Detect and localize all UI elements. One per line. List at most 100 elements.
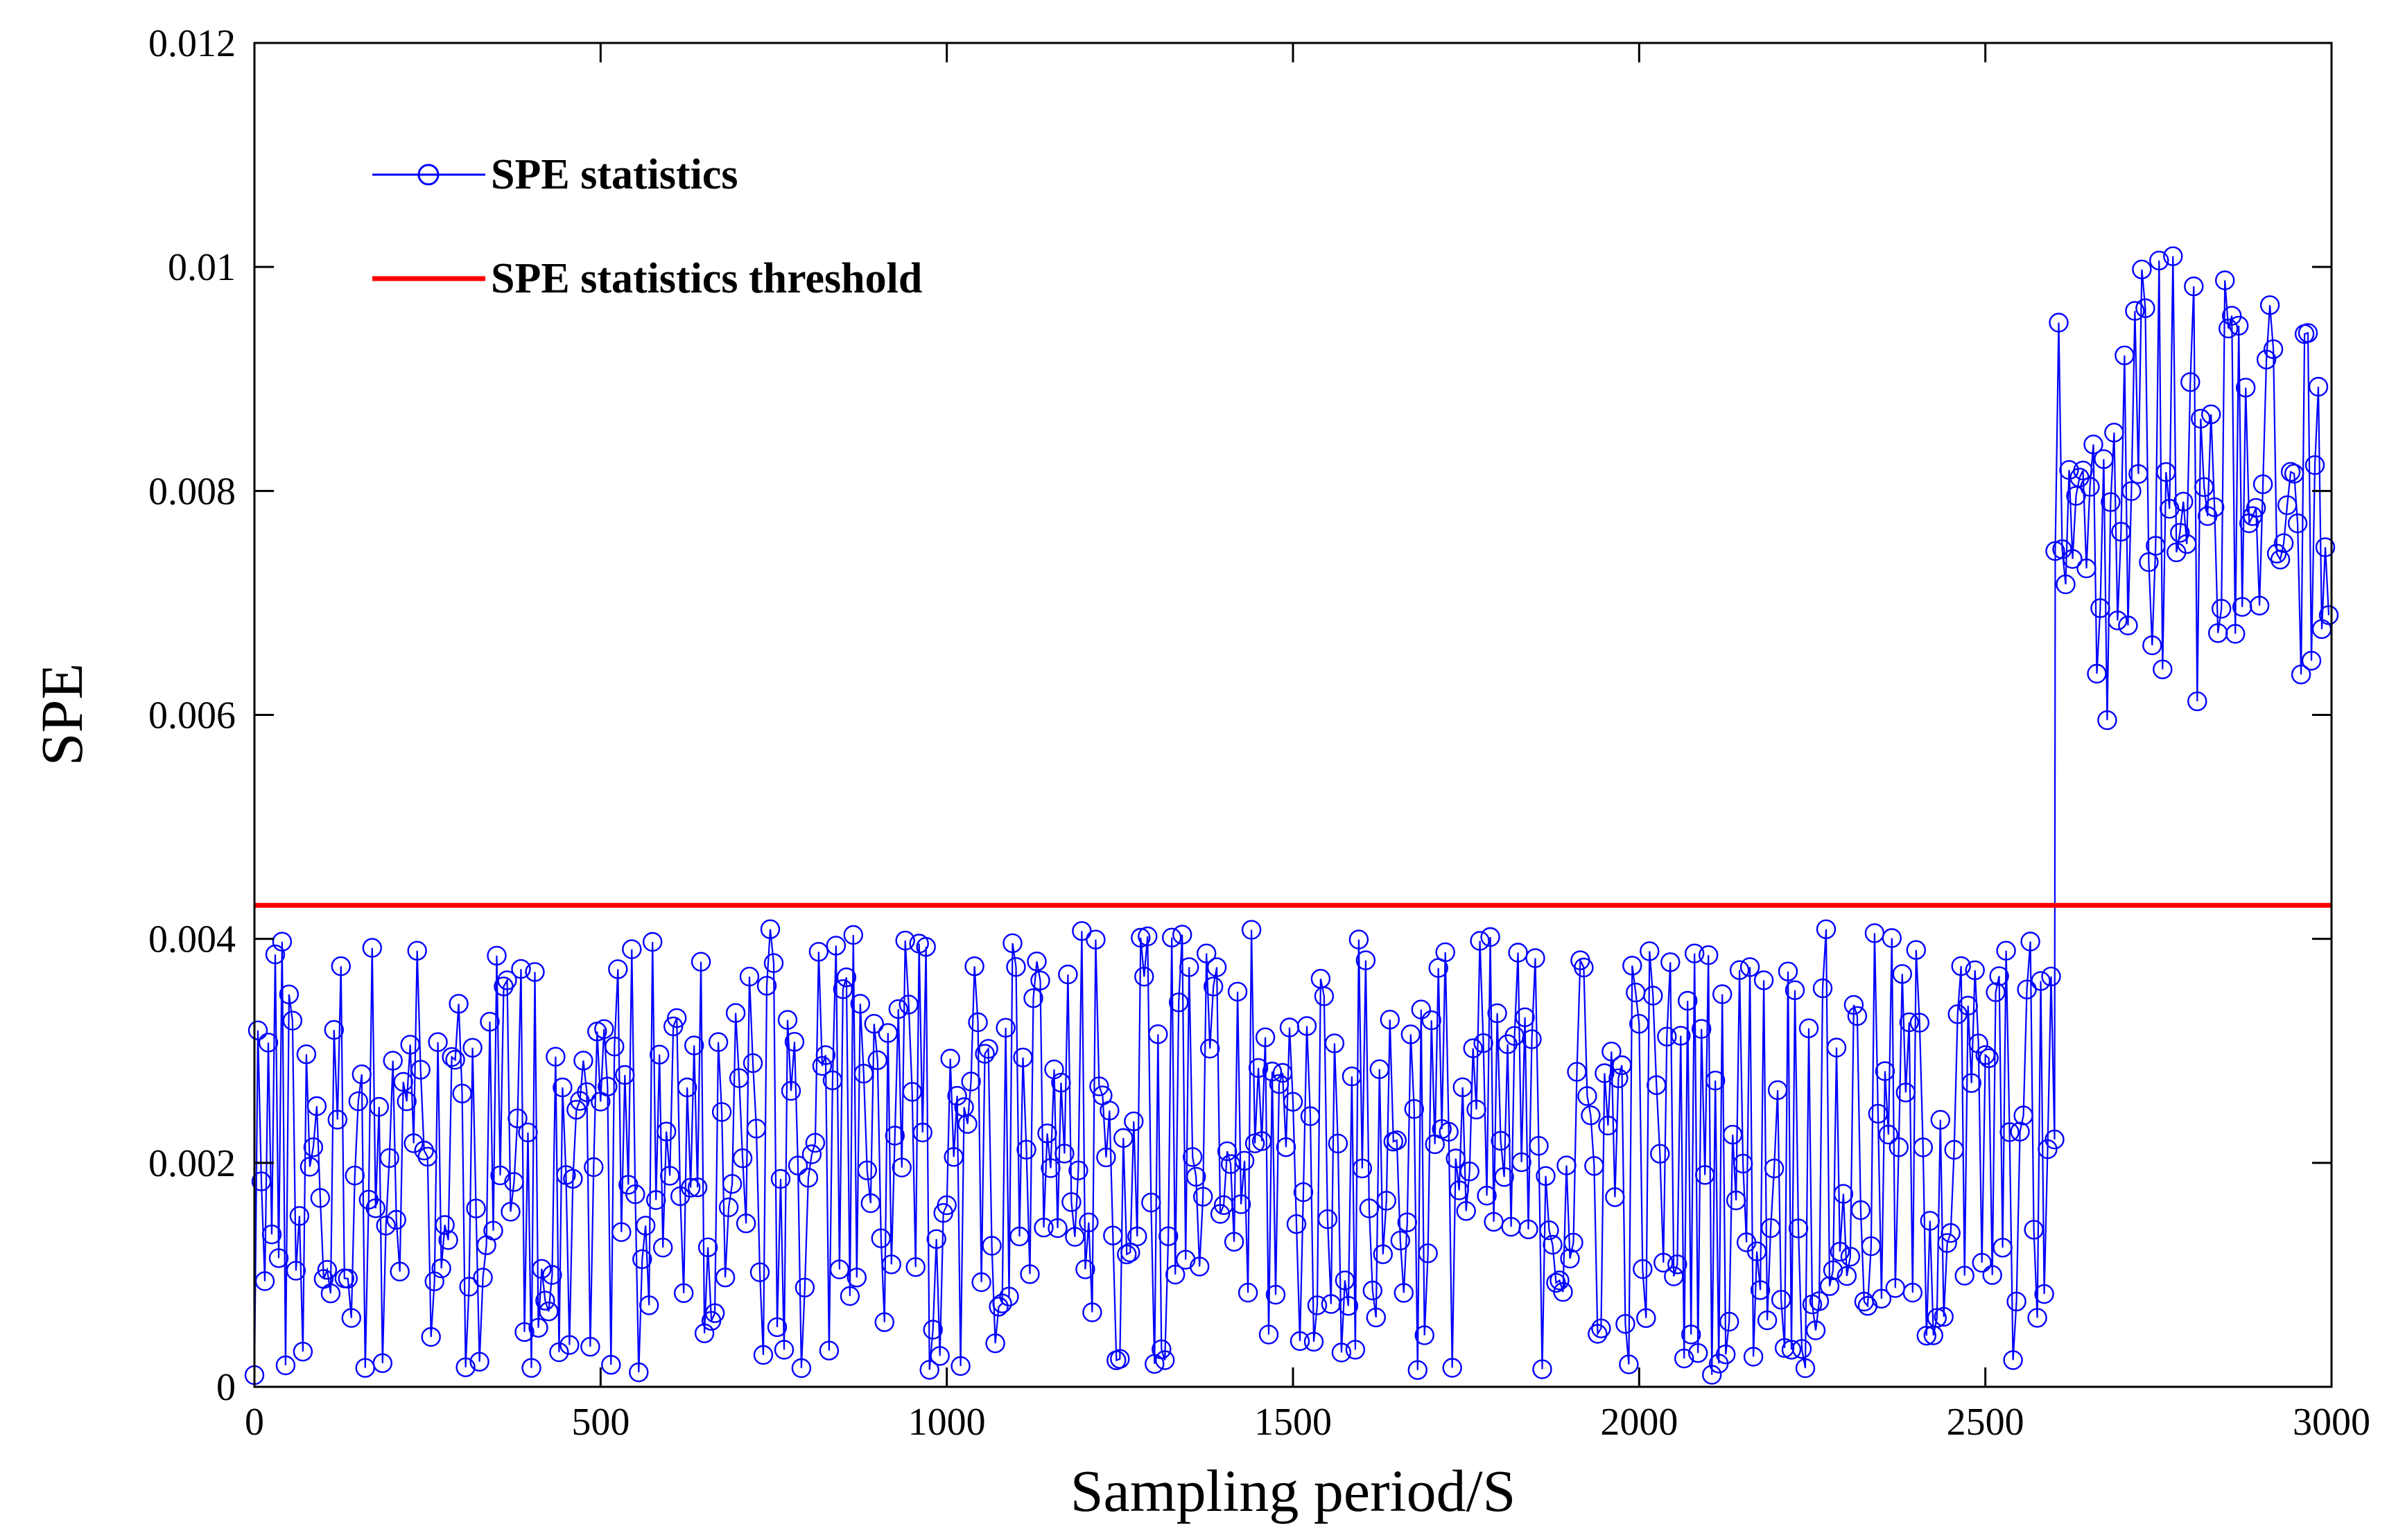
spe-data-point — [1757, 1310, 1778, 1331]
spe-data-point — [639, 1295, 659, 1315]
spe-data-point — [1726, 1190, 1746, 1211]
spe-data-point — [2080, 477, 2100, 497]
spe-data-point — [1265, 1284, 1286, 1305]
spe-data-point — [1816, 919, 1837, 940]
spe-data-point — [421, 1327, 441, 1347]
spe-data-point — [289, 1206, 310, 1226]
spe-data-point — [1705, 1070, 1726, 1091]
spe-data-point — [1920, 1211, 1941, 1231]
spe-data-point — [2087, 663, 2107, 684]
spe-data-point — [1781, 1340, 1802, 1360]
spe-data-point — [2270, 550, 2291, 570]
spe-data-point — [1913, 1137, 1934, 1157]
spe-data-point — [362, 938, 382, 958]
spe-data-point — [1331, 1342, 1352, 1363]
spe-data-point — [2235, 378, 2256, 398]
axis-ticks-layer: 0 500 1000 1500 2000 2500 3000 0 0.002 0.004 0.006… — [148, 22, 2370, 1444]
spe-data-point — [1127, 1226, 1147, 1247]
spe-data-point — [452, 1083, 472, 1104]
spe-data-point — [1131, 927, 1151, 948]
spe-data-point — [1303, 1331, 1324, 1352]
spe-data-point — [300, 1157, 320, 1177]
spe-data-point — [1006, 956, 1026, 977]
spe-data-point — [1241, 920, 1262, 940]
spe-data-point — [268, 1248, 289, 1268]
spe-data-point — [781, 1080, 801, 1101]
spe-data-point — [1975, 1045, 1995, 1065]
spe-data-point — [379, 1148, 399, 1169]
spe-data-point — [1376, 1191, 1397, 1211]
spe-data-point — [996, 1017, 1016, 1038]
spe-data-point — [1314, 986, 1335, 1006]
spe-data-point — [2242, 506, 2263, 526]
spe-data-point — [1251, 1131, 1272, 1151]
spe-data-point — [944, 1147, 964, 1167]
spe-data-point — [1823, 1260, 1843, 1281]
spe-data-point — [1729, 960, 1750, 980]
spe-data-point — [1456, 1201, 1476, 1221]
spe-data-point — [2266, 543, 2287, 563]
spe-data-point — [1480, 927, 1500, 947]
spe-data-point — [736, 1213, 756, 1234]
spe-data-point — [1532, 1359, 1552, 1379]
spe-data-point — [1352, 1158, 1373, 1179]
spe-data-point — [1837, 1266, 1857, 1286]
spe-data-point — [1674, 1348, 1694, 1369]
spe-data-point — [2214, 270, 2235, 290]
spe-data-point — [704, 1303, 725, 1323]
spe-data-point — [857, 1160, 878, 1180]
spe-data-point — [1079, 1212, 1099, 1233]
spe-data-point — [732, 1148, 753, 1169]
spe-data-point — [2304, 455, 2325, 475]
spe-data-point — [2142, 635, 2162, 656]
spe-data-point — [2280, 462, 2301, 482]
spe-data-point — [2301, 651, 2322, 671]
spe-data-point — [1819, 1276, 1840, 1296]
spe-data-point — [2038, 1139, 2058, 1160]
spe-data-point — [431, 1258, 451, 1279]
spe-data-point — [697, 1237, 718, 1257]
y-tick-label: 0.002 — [148, 1142, 236, 1185]
spe-data-point — [743, 1053, 763, 1074]
spe-data-point — [1124, 1111, 1144, 1132]
spe-data-point — [282, 1010, 303, 1031]
spe-data-point — [553, 1077, 573, 1098]
spe-data-point — [2191, 408, 2211, 429]
spe-data-point — [1539, 1220, 1559, 1241]
spe-data-point — [1584, 1156, 1604, 1176]
spe-data-point — [881, 1254, 902, 1275]
spe-data-point — [1771, 1290, 1791, 1310]
spe-data-point — [961, 1071, 981, 1092]
spe-data-point — [1563, 1232, 1583, 1253]
spe-data-point — [774, 1340, 795, 1360]
spe-data-point — [1369, 1059, 1390, 1079]
y-tick-label: 0.004 — [148, 918, 236, 961]
spe-data-point — [957, 1114, 978, 1134]
spe-data-point — [1400, 1024, 1421, 1044]
spe-data-point — [1577, 1086, 1597, 1106]
spe-data-point — [1227, 981, 1248, 1002]
spe-data-point — [372, 1353, 392, 1374]
spe-data-point — [383, 1051, 403, 1071]
spe-data-point — [1013, 1047, 1033, 1068]
spe-data-point — [1581, 1105, 1601, 1126]
spe-data-point — [1117, 1244, 1137, 1265]
spe-data-point — [1373, 1244, 1394, 1264]
spe-data-point — [566, 1099, 587, 1120]
spe-data-point — [251, 1171, 272, 1191]
spe-data-point — [1764, 1158, 1785, 1179]
spe-data-point — [982, 1236, 1002, 1256]
spe-data-point — [1048, 1218, 1068, 1239]
spe-data-point — [403, 1133, 424, 1153]
spe-data-point — [2020, 931, 2040, 952]
spe-data-point — [867, 1050, 888, 1070]
spe-data-point — [1338, 1295, 1359, 1316]
spe-data-point — [715, 1267, 736, 1288]
spe-data-point — [1612, 1055, 1632, 1076]
spe-data-point — [1473, 1033, 1493, 1053]
spe-data-point — [1283, 1092, 1303, 1112]
spe-data-point — [532, 1259, 552, 1279]
spe-data-point — [916, 936, 936, 957]
spe-data-point — [338, 1268, 358, 1289]
x-tick-label: 500 — [571, 1401, 630, 1444]
